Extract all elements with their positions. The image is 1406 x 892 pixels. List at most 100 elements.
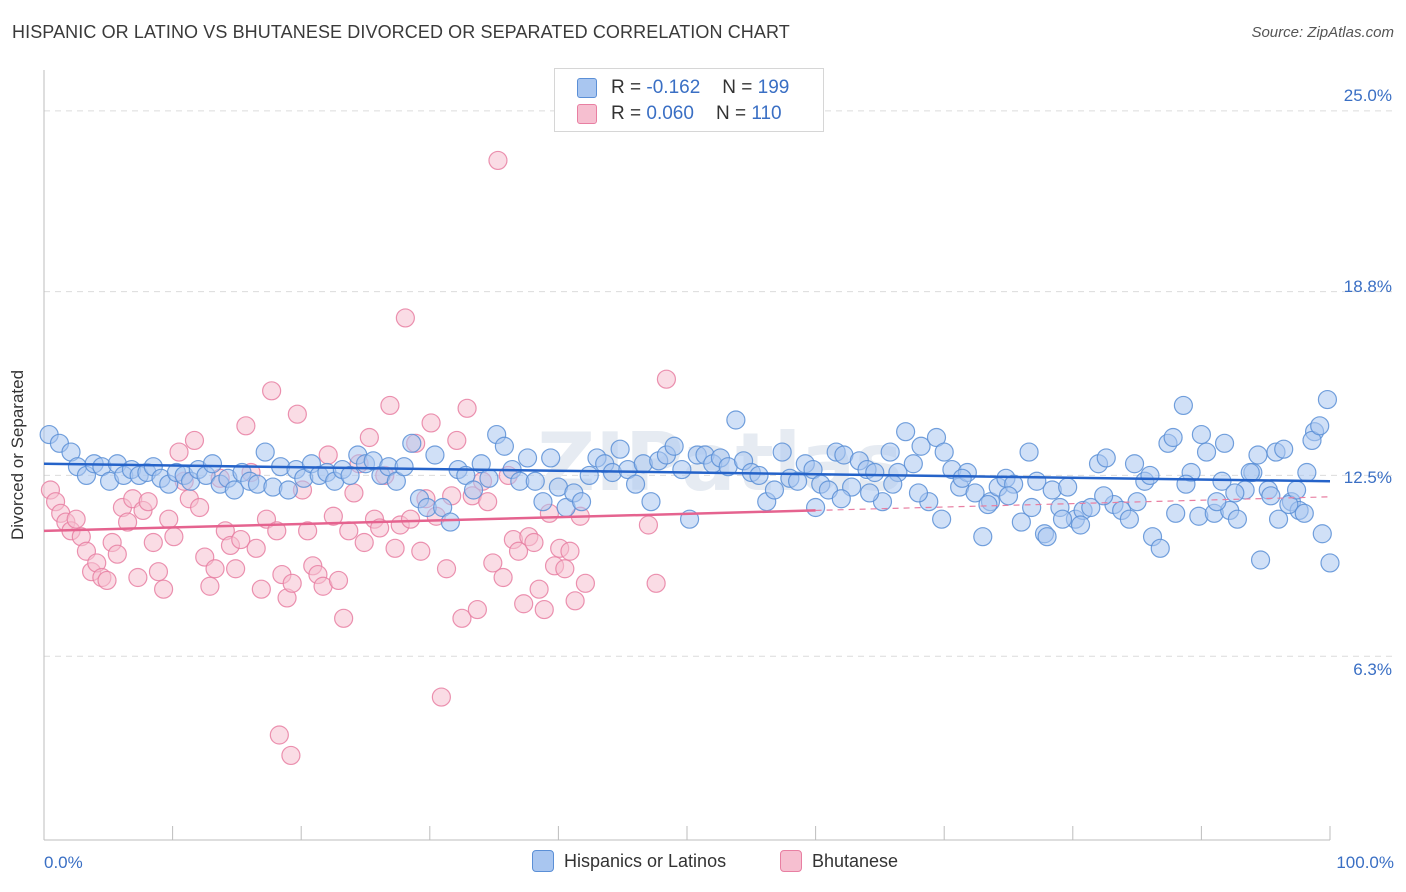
hispanic-trend-line — [43, 462, 1331, 483]
hispanic-point — [402, 433, 422, 453]
legend-n-value: 110 — [751, 103, 782, 124]
bhutanese-point — [148, 562, 169, 582]
hispanic-point — [1173, 395, 1193, 416]
legend-swatch-blue — [577, 78, 597, 98]
hispanic-point — [764, 480, 785, 500]
y-tick-25: 25.0% — [1343, 86, 1392, 105]
bhutanese-point — [400, 509, 421, 529]
hispanic-point — [1248, 445, 1268, 465]
hispanic-point — [934, 442, 954, 462]
hispanic-point — [1294, 503, 1314, 523]
bhutanese-point — [646, 573, 666, 593]
bhutanese-trend-line — [43, 509, 816, 533]
bhutanese-point — [246, 538, 266, 558]
hispanic-point — [571, 492, 592, 512]
hispanic-point — [255, 442, 275, 462]
hispanic-point — [787, 471, 808, 491]
bhutanese-point — [328, 570, 349, 591]
legend-r-value: 0.060 — [646, 103, 694, 124]
hispanic-point — [772, 442, 792, 462]
bhutanese-point — [339, 521, 359, 541]
hispanic-point — [494, 436, 514, 456]
bhutanese-point — [159, 509, 179, 529]
legend-item-hispanics[interactable]: Hispanics or Latinos — [532, 850, 726, 872]
hispanic-point — [978, 494, 998, 515]
bhutanese-point — [190, 497, 210, 518]
hispanic-point — [672, 459, 692, 480]
legend-item-bhutanese[interactable]: Bhutanese — [780, 850, 898, 872]
bhutanese-point — [385, 538, 405, 558]
hispanic-point — [965, 483, 985, 503]
hispanic-point — [1176, 474, 1196, 494]
bhutanese-point — [354, 532, 374, 553]
hispanic-point — [1011, 512, 1031, 532]
bhutanese-point — [117, 512, 138, 532]
bhutanese-point — [483, 553, 503, 573]
legend-swatch-hispanics — [532, 850, 554, 872]
bhutanese-point — [380, 395, 400, 416]
hispanic-point — [1286, 480, 1307, 500]
hispanic-point — [1297, 462, 1317, 483]
bhutanese-point — [638, 515, 659, 535]
hispanic-point — [625, 474, 646, 494]
bhutanese-point — [153, 579, 174, 599]
bhutanese-point — [534, 599, 554, 620]
hispanic-point — [1274, 439, 1294, 459]
hispanic-point — [517, 448, 538, 468]
bhutanese-point — [200, 576, 220, 596]
hispanic-point — [1022, 497, 1042, 518]
hispanic-point — [860, 483, 880, 503]
bhutanese-point — [395, 308, 415, 328]
hispanic-point — [1140, 465, 1160, 486]
y-tick-12-5: 12.5% — [1343, 468, 1392, 487]
hispanic-point — [1166, 503, 1186, 523]
hispanic-point — [1212, 471, 1232, 491]
hispanic-point — [1124, 454, 1145, 474]
hispanic-point — [880, 442, 900, 462]
bhutanese-point — [370, 518, 390, 538]
hispanic-point — [425, 445, 445, 465]
bhutanese-point — [269, 725, 289, 745]
bhutanese-point — [478, 492, 498, 512]
hispanic-point — [952, 468, 972, 488]
bhutanese-point — [560, 541, 580, 561]
bhutanese-point — [488, 150, 508, 171]
series-legend: Hispanics or Latinos Bhutanese — [0, 850, 1406, 878]
hispanic-point — [1214, 433, 1235, 453]
hispanic-point — [1250, 550, 1271, 570]
bhutanese-point — [262, 381, 282, 401]
hispanic-point — [641, 492, 661, 512]
legend-n-label: N = — [722, 77, 753, 98]
hispanic-point — [1207, 492, 1227, 512]
x-tick-0: 0.0% — [44, 853, 83, 872]
bhutanese-point — [107, 544, 127, 564]
hispanic-point — [394, 457, 414, 477]
legend-label-hispanics: Hispanics or Latinos — [564, 850, 727, 871]
bhutanese-point — [344, 483, 364, 503]
hispanic-point — [541, 448, 561, 468]
legend-r-value: -0.162 — [646, 77, 701, 98]
hispanic-point — [1150, 538, 1170, 558]
legend-r-label: R = — [611, 103, 642, 124]
hispanic-point — [749, 465, 769, 486]
hispanic-point — [533, 492, 553, 512]
chart-title: HISPANIC OR LATINO VS BHUTANESE DIVORCED… — [12, 22, 790, 42]
hispanic-point — [896, 422, 916, 442]
legend-n-label: N = — [715, 103, 747, 124]
hispanic-point — [1163, 427, 1183, 448]
hispanic-point — [202, 454, 223, 474]
legend-row-bhutanese: R = 0.060 N = 110 — [577, 103, 782, 125]
bhutanese-point — [334, 608, 354, 628]
bhutanese-point — [411, 541, 431, 561]
hispanic-point — [1320, 553, 1340, 573]
bhutanese-point — [128, 567, 148, 588]
bhutanese-point — [205, 559, 225, 579]
legend-r-label: R = — [611, 77, 642, 98]
bhutanese-point — [318, 445, 338, 465]
x-tick-100: 100.0% — [1336, 853, 1394, 872]
bhutanese-point — [431, 687, 451, 707]
bhutanese-point — [359, 427, 379, 448]
hispanic-point — [1196, 442, 1217, 462]
bhutanese-point — [164, 527, 184, 547]
